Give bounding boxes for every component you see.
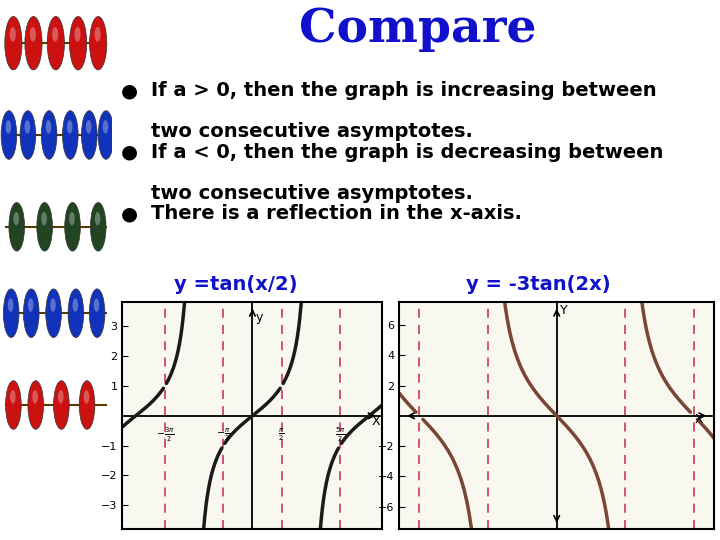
Ellipse shape	[46, 120, 51, 133]
Ellipse shape	[28, 381, 43, 429]
Text: ●: ●	[121, 204, 138, 224]
Text: two consecutive asymptotes.: two consecutive asymptotes.	[151, 122, 473, 141]
Ellipse shape	[24, 289, 39, 338]
Ellipse shape	[8, 298, 14, 312]
Ellipse shape	[37, 202, 53, 251]
Text: ●: ●	[121, 143, 138, 162]
Text: If a < 0, then the graph is decreasing between: If a < 0, then the graph is decreasing b…	[151, 143, 664, 162]
Ellipse shape	[9, 202, 24, 251]
Text: $-\frac{\pi}{2}$: $-\frac{\pi}{2}$	[216, 426, 230, 443]
Ellipse shape	[68, 289, 84, 338]
Text: y =tan(x/2): y =tan(x/2)	[174, 274, 298, 294]
Text: $\frac{5\pi}{2}$: $\frac{5\pi}{2}$	[335, 426, 345, 444]
Ellipse shape	[52, 27, 58, 42]
Ellipse shape	[6, 381, 21, 429]
Ellipse shape	[48, 16, 64, 70]
Text: X: X	[695, 413, 703, 427]
Ellipse shape	[46, 289, 61, 338]
Ellipse shape	[41, 111, 57, 159]
Ellipse shape	[95, 212, 101, 226]
Ellipse shape	[94, 298, 99, 312]
Ellipse shape	[6, 120, 12, 133]
Ellipse shape	[5, 16, 22, 70]
Ellipse shape	[14, 212, 19, 226]
Ellipse shape	[89, 16, 107, 70]
Text: Y: Y	[560, 303, 568, 317]
Ellipse shape	[69, 212, 75, 226]
Ellipse shape	[10, 390, 16, 404]
Ellipse shape	[81, 111, 97, 159]
Text: y = -3tan(2x): y = -3tan(2x)	[467, 274, 611, 294]
Ellipse shape	[94, 27, 101, 42]
Text: X: X	[372, 415, 381, 428]
Ellipse shape	[50, 298, 56, 312]
Ellipse shape	[70, 16, 86, 70]
Ellipse shape	[74, 27, 81, 42]
Ellipse shape	[58, 390, 63, 404]
Ellipse shape	[30, 27, 36, 42]
Ellipse shape	[89, 289, 105, 338]
Ellipse shape	[65, 202, 81, 251]
Text: y: y	[255, 312, 263, 325]
Ellipse shape	[67, 120, 73, 133]
Ellipse shape	[53, 381, 69, 429]
Text: If a > 0, then the graph is increasing between: If a > 0, then the graph is increasing b…	[151, 81, 657, 100]
Ellipse shape	[24, 120, 30, 133]
Ellipse shape	[103, 120, 108, 133]
Ellipse shape	[4, 289, 19, 338]
Text: There is a reflection in the x-axis.: There is a reflection in the x-axis.	[151, 204, 523, 224]
Ellipse shape	[98, 111, 114, 159]
Ellipse shape	[91, 202, 106, 251]
Ellipse shape	[9, 27, 16, 42]
Ellipse shape	[84, 390, 89, 404]
Ellipse shape	[79, 381, 95, 429]
Ellipse shape	[25, 16, 42, 70]
Ellipse shape	[20, 111, 36, 159]
Text: ●: ●	[121, 81, 138, 100]
Ellipse shape	[41, 212, 47, 226]
Text: $\frac{\pi}{2}$: $\frac{\pi}{2}$	[279, 426, 285, 443]
Ellipse shape	[73, 298, 78, 312]
Ellipse shape	[1, 111, 17, 159]
Ellipse shape	[28, 298, 34, 312]
Text: $-\frac{3\pi}{2}$: $-\frac{3\pi}{2}$	[156, 426, 174, 444]
Text: two consecutive asymptotes.: two consecutive asymptotes.	[151, 184, 473, 203]
Ellipse shape	[86, 120, 91, 133]
Text: Compare: Compare	[299, 6, 536, 52]
Ellipse shape	[63, 111, 78, 159]
Ellipse shape	[32, 390, 38, 404]
